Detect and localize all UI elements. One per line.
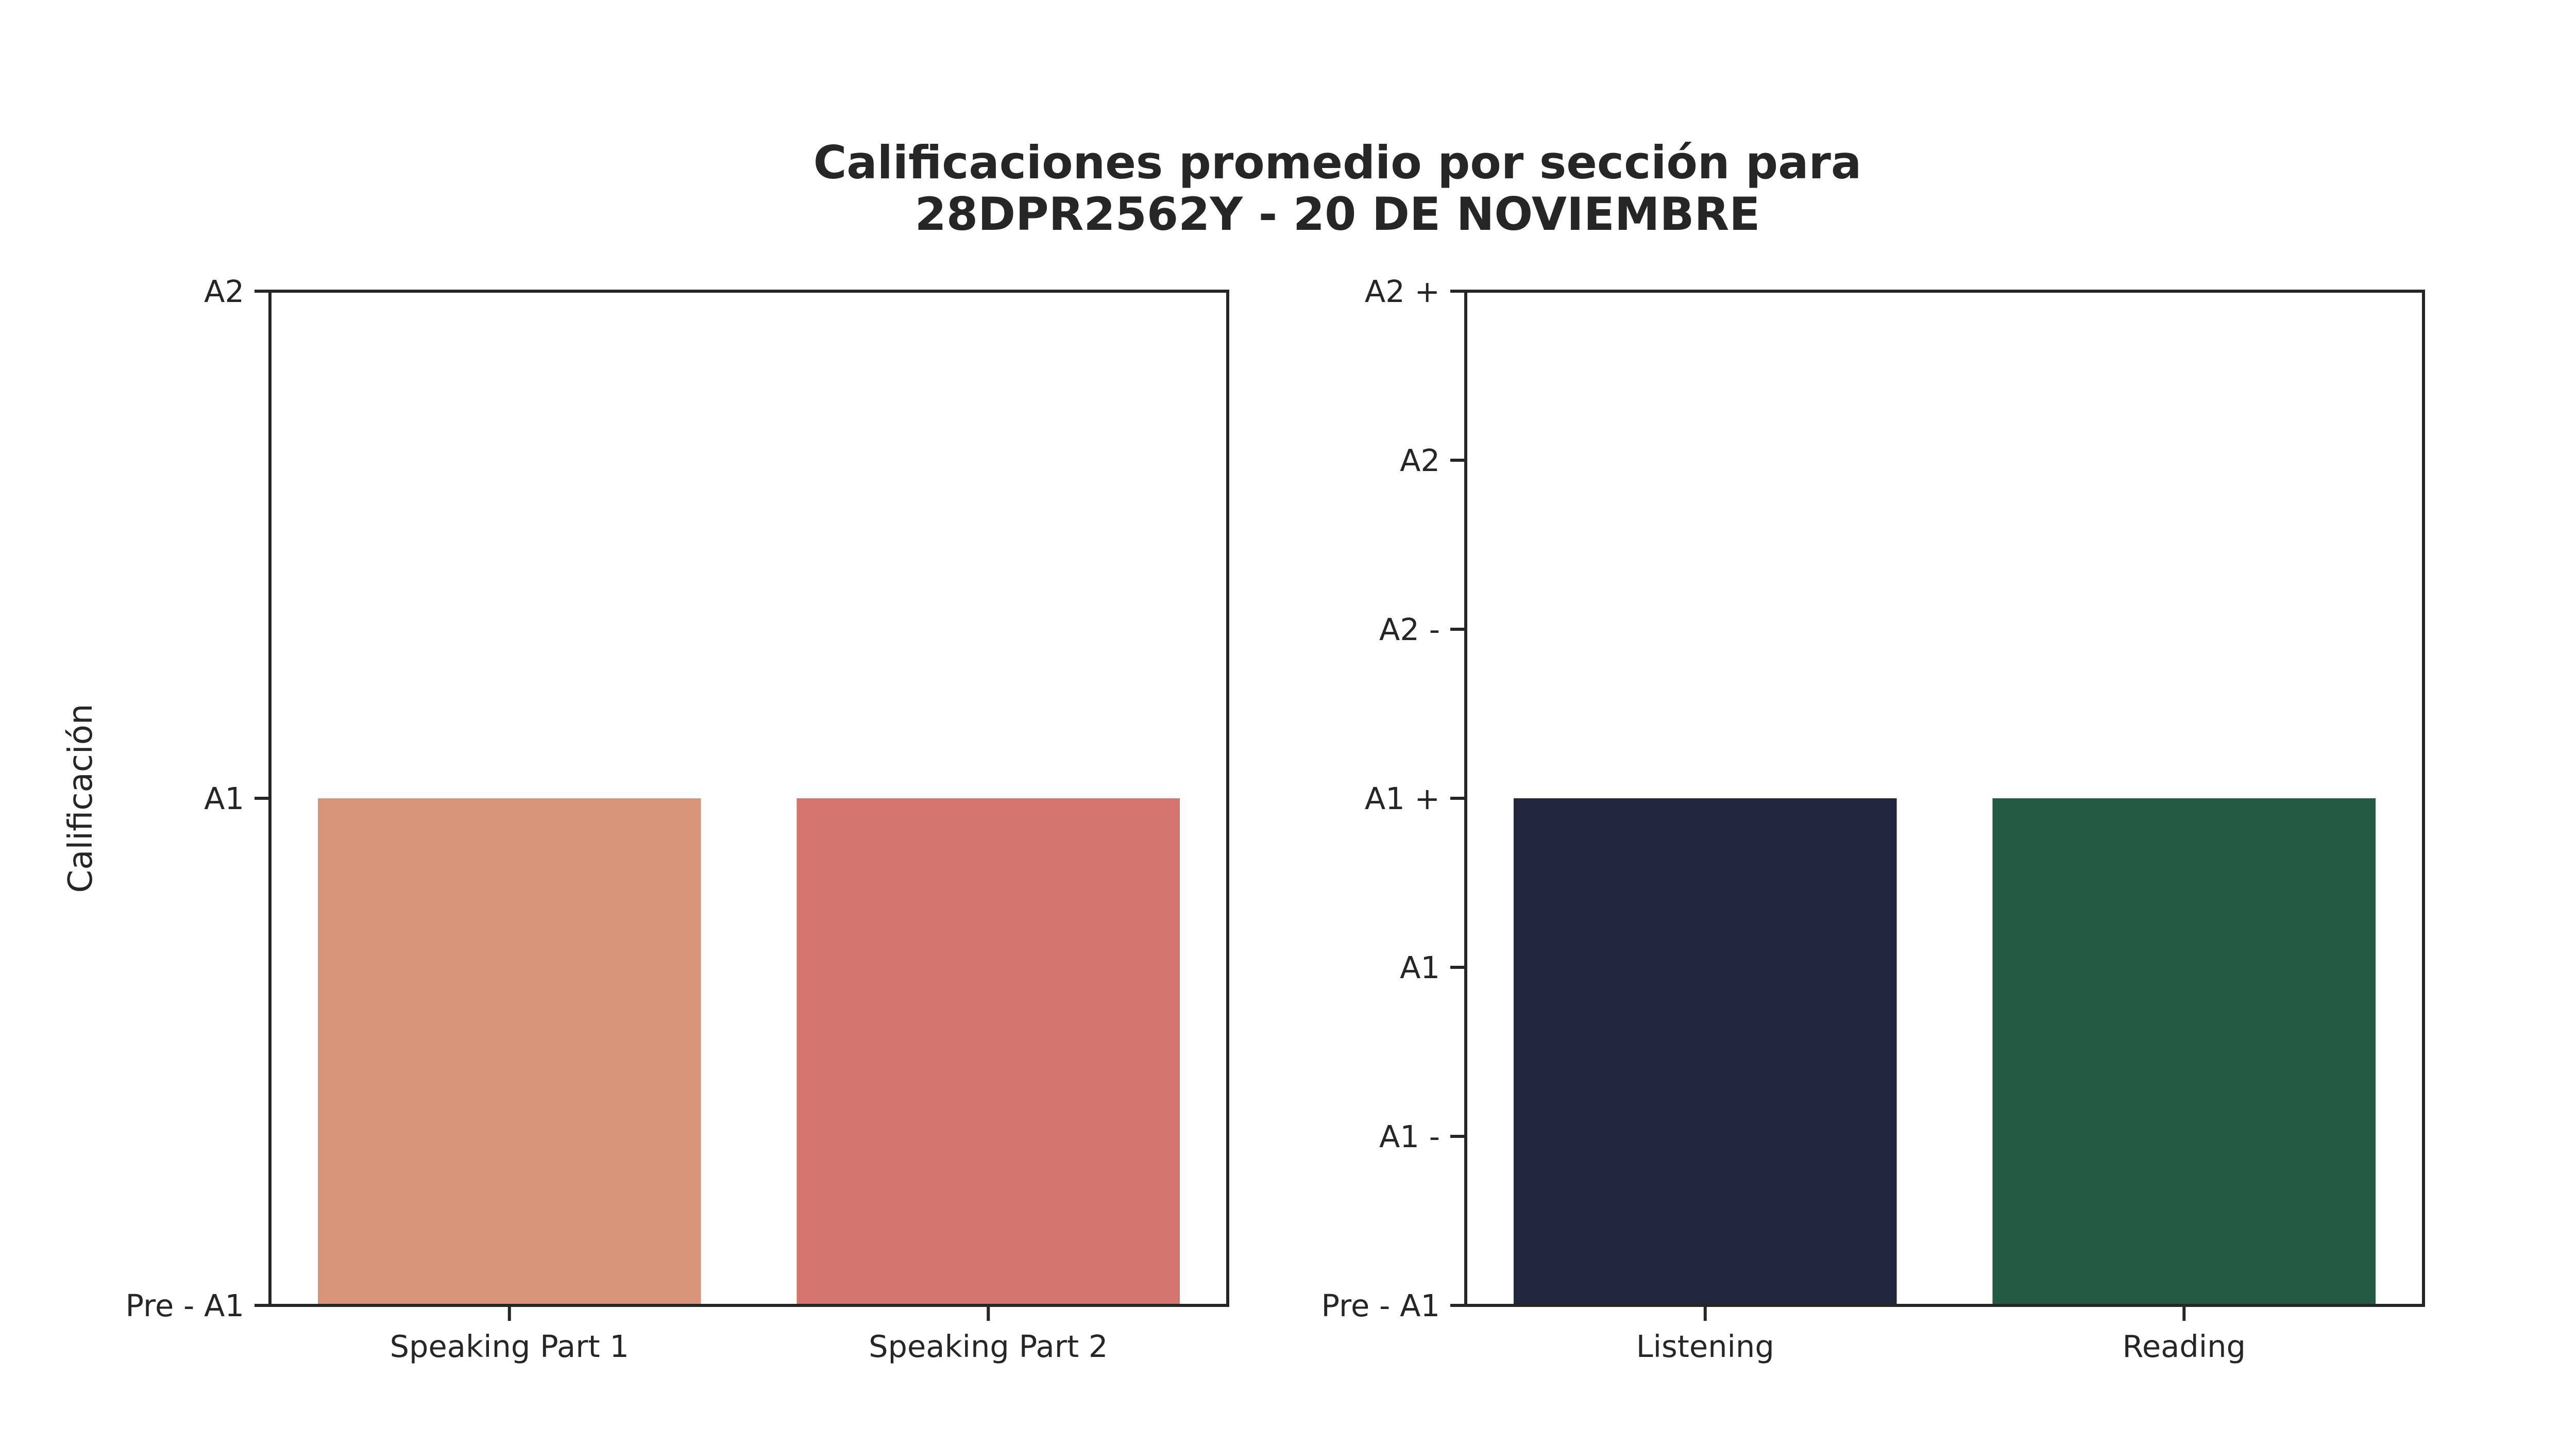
left-chart-y-tick-label: A2 <box>204 274 244 309</box>
right-chart-x-tick-label: Listening <box>1636 1329 1774 1364</box>
right-chart-x-tick-label: Reading <box>2123 1329 2246 1364</box>
left-chart-x-tick-label: Speaking Part 2 <box>869 1329 1108 1364</box>
left-chart-y-axis-label: Calificación <box>62 704 100 893</box>
left-chart-y-tick-label: Pre - A1 <box>126 1288 245 1323</box>
right-chart-y-tick-label: A2 - <box>1379 612 1440 647</box>
right-chart-bar-1 <box>1513 798 1897 1305</box>
right-chart-panel: Pre - A1 A1 - A1 A1 + A2 - A2 A2 + Listening Rea… <box>1321 274 2425 1364</box>
right-chart-y-tick-label: Pre - A1 <box>1321 1288 1440 1323</box>
chart-title-line-1: Calificaciones promedio por sección para <box>814 136 1862 189</box>
chart-title-line-2: 28DPR2562Y - 20 DE NOVIEMBRE <box>915 188 1760 241</box>
left-chart-bar-2 <box>796 798 1180 1305</box>
right-chart-y-tick-label: A2 <box>1400 443 1440 478</box>
right-chart-bar-2 <box>1992 798 2376 1305</box>
right-chart-y-tick-label: A2 + <box>1365 274 1440 309</box>
left-chart-bar-1 <box>317 798 701 1305</box>
left-chart-y-tick-label: A1 <box>204 781 244 816</box>
left-chart-panel: Pre - A1 A1 A2 Speaking Part 1 Speaking Part… <box>62 274 1229 1364</box>
left-chart-x-tick-label: Speaking Part 1 <box>390 1329 629 1364</box>
right-chart-y-tick-label: A1 <box>1400 950 1440 985</box>
right-chart-y-tick-label: A1 + <box>1365 781 1440 816</box>
right-chart-y-tick-label: A1 - <box>1379 1119 1440 1154</box>
